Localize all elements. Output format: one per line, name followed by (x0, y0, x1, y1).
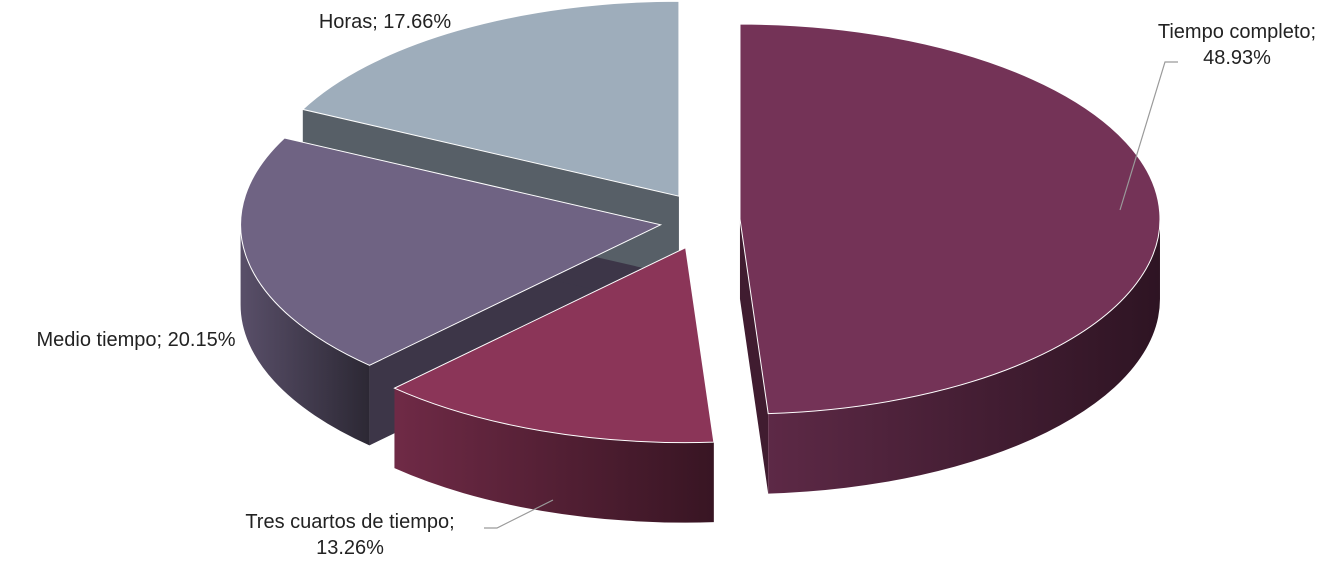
slice-tiempo-completo (739, 23, 1161, 415)
leader-line (1119, 61, 1178, 211)
slice-side (240, 224, 370, 446)
slice-labels: Tiempo completo; 48.93% Tres cuartos de ti… (36, 11, 1316, 559)
slice-tres-cuartos-de-tiempo (393, 246, 715, 444)
data-label: Horas; 17.66% (319, 11, 452, 33)
slice-wall (739, 219, 769, 494)
slice-horas (301, 0, 680, 197)
data-label: Tiempo completo; 48.93% (1158, 21, 1316, 69)
data-label: Medio tiempo; 20.15% (36, 329, 235, 351)
slice-tops (240, 0, 1161, 444)
slice-side (768, 219, 1160, 494)
leader-line (484, 499, 554, 529)
data-label: Tres cuartos de tiempo; 13.26% (245, 511, 454, 559)
slice-medio-tiempo (240, 137, 663, 366)
slice-side (394, 388, 714, 523)
